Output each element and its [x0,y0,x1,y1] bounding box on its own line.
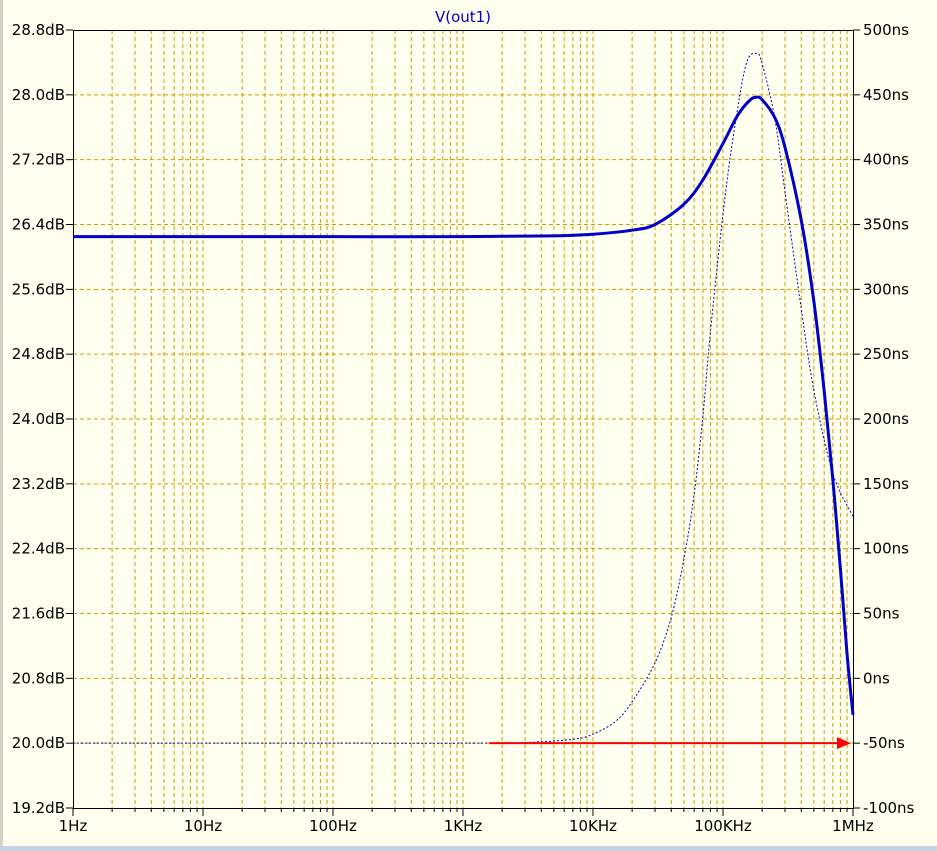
y-right-tick-label: 450ns [863,86,909,104]
y-left-tick-label: 28.8dB [12,21,65,39]
y-right-tick-label: 250ns [863,345,909,363]
y-right-tick-label: -50ns [863,734,905,752]
left-edge-strip [0,0,3,851]
y-left-tick-label: 24.8dB [12,345,65,363]
y-right-tick-label: 400ns [863,151,909,169]
y-right-tick-label: -100ns [863,799,915,817]
y-right-tick-label: 100ns [863,540,909,558]
x-tick-label: 1Hz [59,817,88,835]
y-left-tick-label: 20.8dB [12,669,65,687]
x-tick-label: 10Hz [184,817,222,835]
x-tick-label: 100Hz [309,817,357,835]
x-tick-label: 100KHz [694,817,752,835]
y-right-tick-label: 50ns [863,605,900,623]
y-right-tick-label: 0ns [863,669,890,687]
y-right-tick-label: 200ns [863,410,909,428]
annotations-layer [489,737,851,750]
y-left-tick-label: 22.4dB [12,540,65,558]
arrow-head [837,737,851,750]
axes: 1Hz 10Hz 100Hz 1KHz 10KHz 100KHz 1MHz 28.8dB 28.… [12,21,915,835]
series-group-delay-line [73,52,854,744]
y-left-tick-label: 24.0dB [12,410,65,428]
y-left-tick-label: 21.6dB [12,605,65,623]
y-left-tick-label: 25.6dB [12,280,65,298]
y-left-tick-label: 28.0dB [12,86,65,104]
x-tick-label: 10KHz [569,817,617,835]
x-tick-label: 1MHz [832,817,874,835]
y-left-tick-label: 19.2dB [12,799,65,817]
bottom-edge-strip [0,846,937,851]
y-left-tick-label: 26.4dB [12,216,65,234]
y-right-tick-label: 300ns [863,280,909,298]
series-layer [72,52,855,744]
x-tick-label: 1KHz [444,817,483,835]
y-right-tick-label: 500ns [863,21,909,39]
y-right-tick-label: 350ns [863,216,909,234]
y-right-tick-label: 150ns [863,475,909,493]
y-left-tick-label: 23.2dB [12,475,65,493]
y-left-tick-label: 27.2dB [12,151,65,169]
y-left-tick-label: 20.0dB [12,734,65,752]
chart-title[interactable]: V(out1) [435,8,491,26]
series-magnitude-line [72,95,855,715]
